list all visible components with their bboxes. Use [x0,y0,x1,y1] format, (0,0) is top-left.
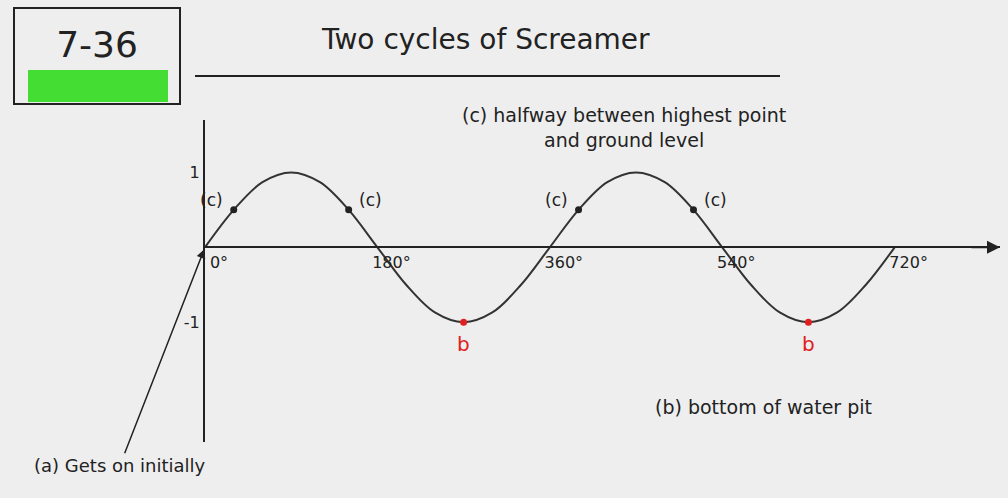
svg-text:0°: 0° [210,253,228,272]
svg-text:(b) bottom of water pit: (b) bottom of water pit [655,396,872,418]
svg-text:1: 1 [190,163,200,182]
svg-text:b: b [457,332,470,356]
svg-text:Two cycles of Screamer: Two cycles of Screamer [321,23,650,56]
svg-text:360°: 360° [545,253,584,272]
svg-text:(c): (c) [200,190,223,210]
svg-text:-1: -1 [184,313,200,332]
svg-text:(c) halfway between highest po: (c) halfway between highest pointand gro… [462,104,786,151]
svg-text:(c): (c) [359,190,382,210]
svg-text:(c): (c) [545,190,568,210]
svg-text:180°: 180° [372,253,411,272]
svg-text:(c): (c) [704,190,727,210]
svg-text:540°: 540° [717,253,756,272]
svg-text:720°: 720° [889,253,928,272]
svg-text:7-36: 7-36 [56,24,138,65]
svg-text:(a) Gets on initially: (a) Gets on initially [34,455,206,476]
svg-text:b: b [802,332,815,356]
